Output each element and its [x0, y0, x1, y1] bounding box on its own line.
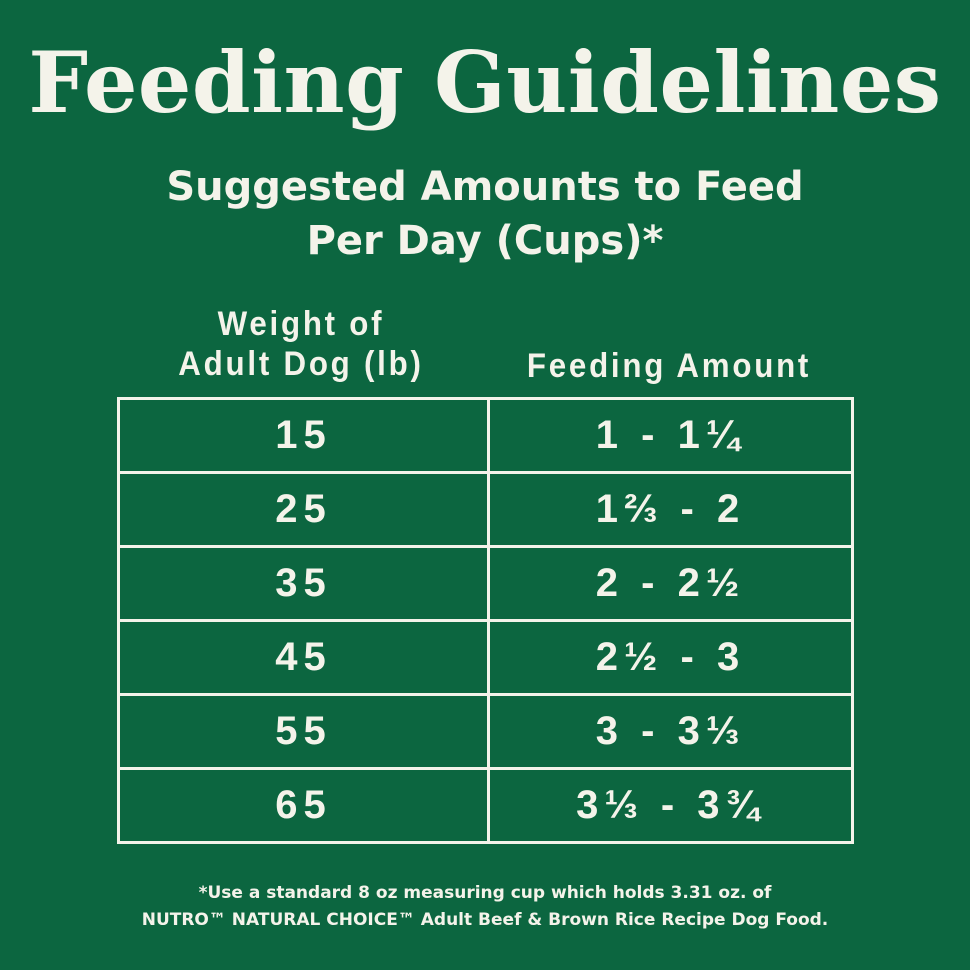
- footnote: *Use a standard 8 oz measuring cup which…: [0, 880, 970, 934]
- amount-cell: 2½ - 3: [487, 619, 854, 696]
- table-row: 15 1 - 1¼: [117, 397, 854, 474]
- footnote-line-1: *Use a standard 8 oz measuring cup which…: [198, 883, 772, 903]
- table-row: 25 1⅔ - 2: [117, 471, 854, 548]
- feeding-table: 15 1 - 1¼ 25 1⅔ - 2 35 2 - 2½ 45 2½ - 3 …: [117, 397, 854, 844]
- table-row: 55 3 - 3⅓: [117, 693, 854, 770]
- weight-cell: 35: [117, 545, 490, 622]
- page-title: Feeding Guidelines: [28, 33, 942, 132]
- weight-header-line-1: Weight of: [217, 305, 385, 343]
- weight-cell: 55: [117, 693, 490, 770]
- table-row: 35 2 - 2½: [117, 545, 854, 622]
- amount-cell: 3 - 3⅓: [487, 693, 854, 770]
- footnote-line-2: NUTRO™ NATURAL CHOICE™ Adult Beef & Brow…: [141, 910, 829, 930]
- weight-cell: 45: [117, 619, 490, 696]
- subtitle-line-2: Per Day (Cups)*: [306, 218, 664, 264]
- amount-cell: 3⅓ - 3¾: [487, 767, 854, 844]
- table-row: 65 3⅓ - 3¾: [117, 767, 854, 844]
- subtitle-line-1: Suggested Amounts to Feed: [166, 164, 804, 210]
- subtitle: Suggested Amounts to Feed Per Day (Cups)…: [0, 160, 970, 268]
- table-row: 45 2½ - 3: [117, 619, 854, 696]
- amount-cell: 1 - 1¼: [487, 397, 854, 474]
- weight-column-header: Weight of Adult Dog (lb): [133, 304, 470, 384]
- amount-column-header: Feeding Amount: [499, 346, 839, 386]
- amount-cell: 2 - 2½: [487, 545, 854, 622]
- amount-cell: 1⅔ - 2: [487, 471, 854, 548]
- weight-cell: 65: [117, 767, 490, 844]
- amount-header-label: Feeding Amount: [526, 347, 812, 385]
- weight-header-line-2: Adult Dog (lb): [178, 345, 424, 383]
- weight-cell: 15: [117, 397, 490, 474]
- weight-cell: 25: [117, 471, 490, 548]
